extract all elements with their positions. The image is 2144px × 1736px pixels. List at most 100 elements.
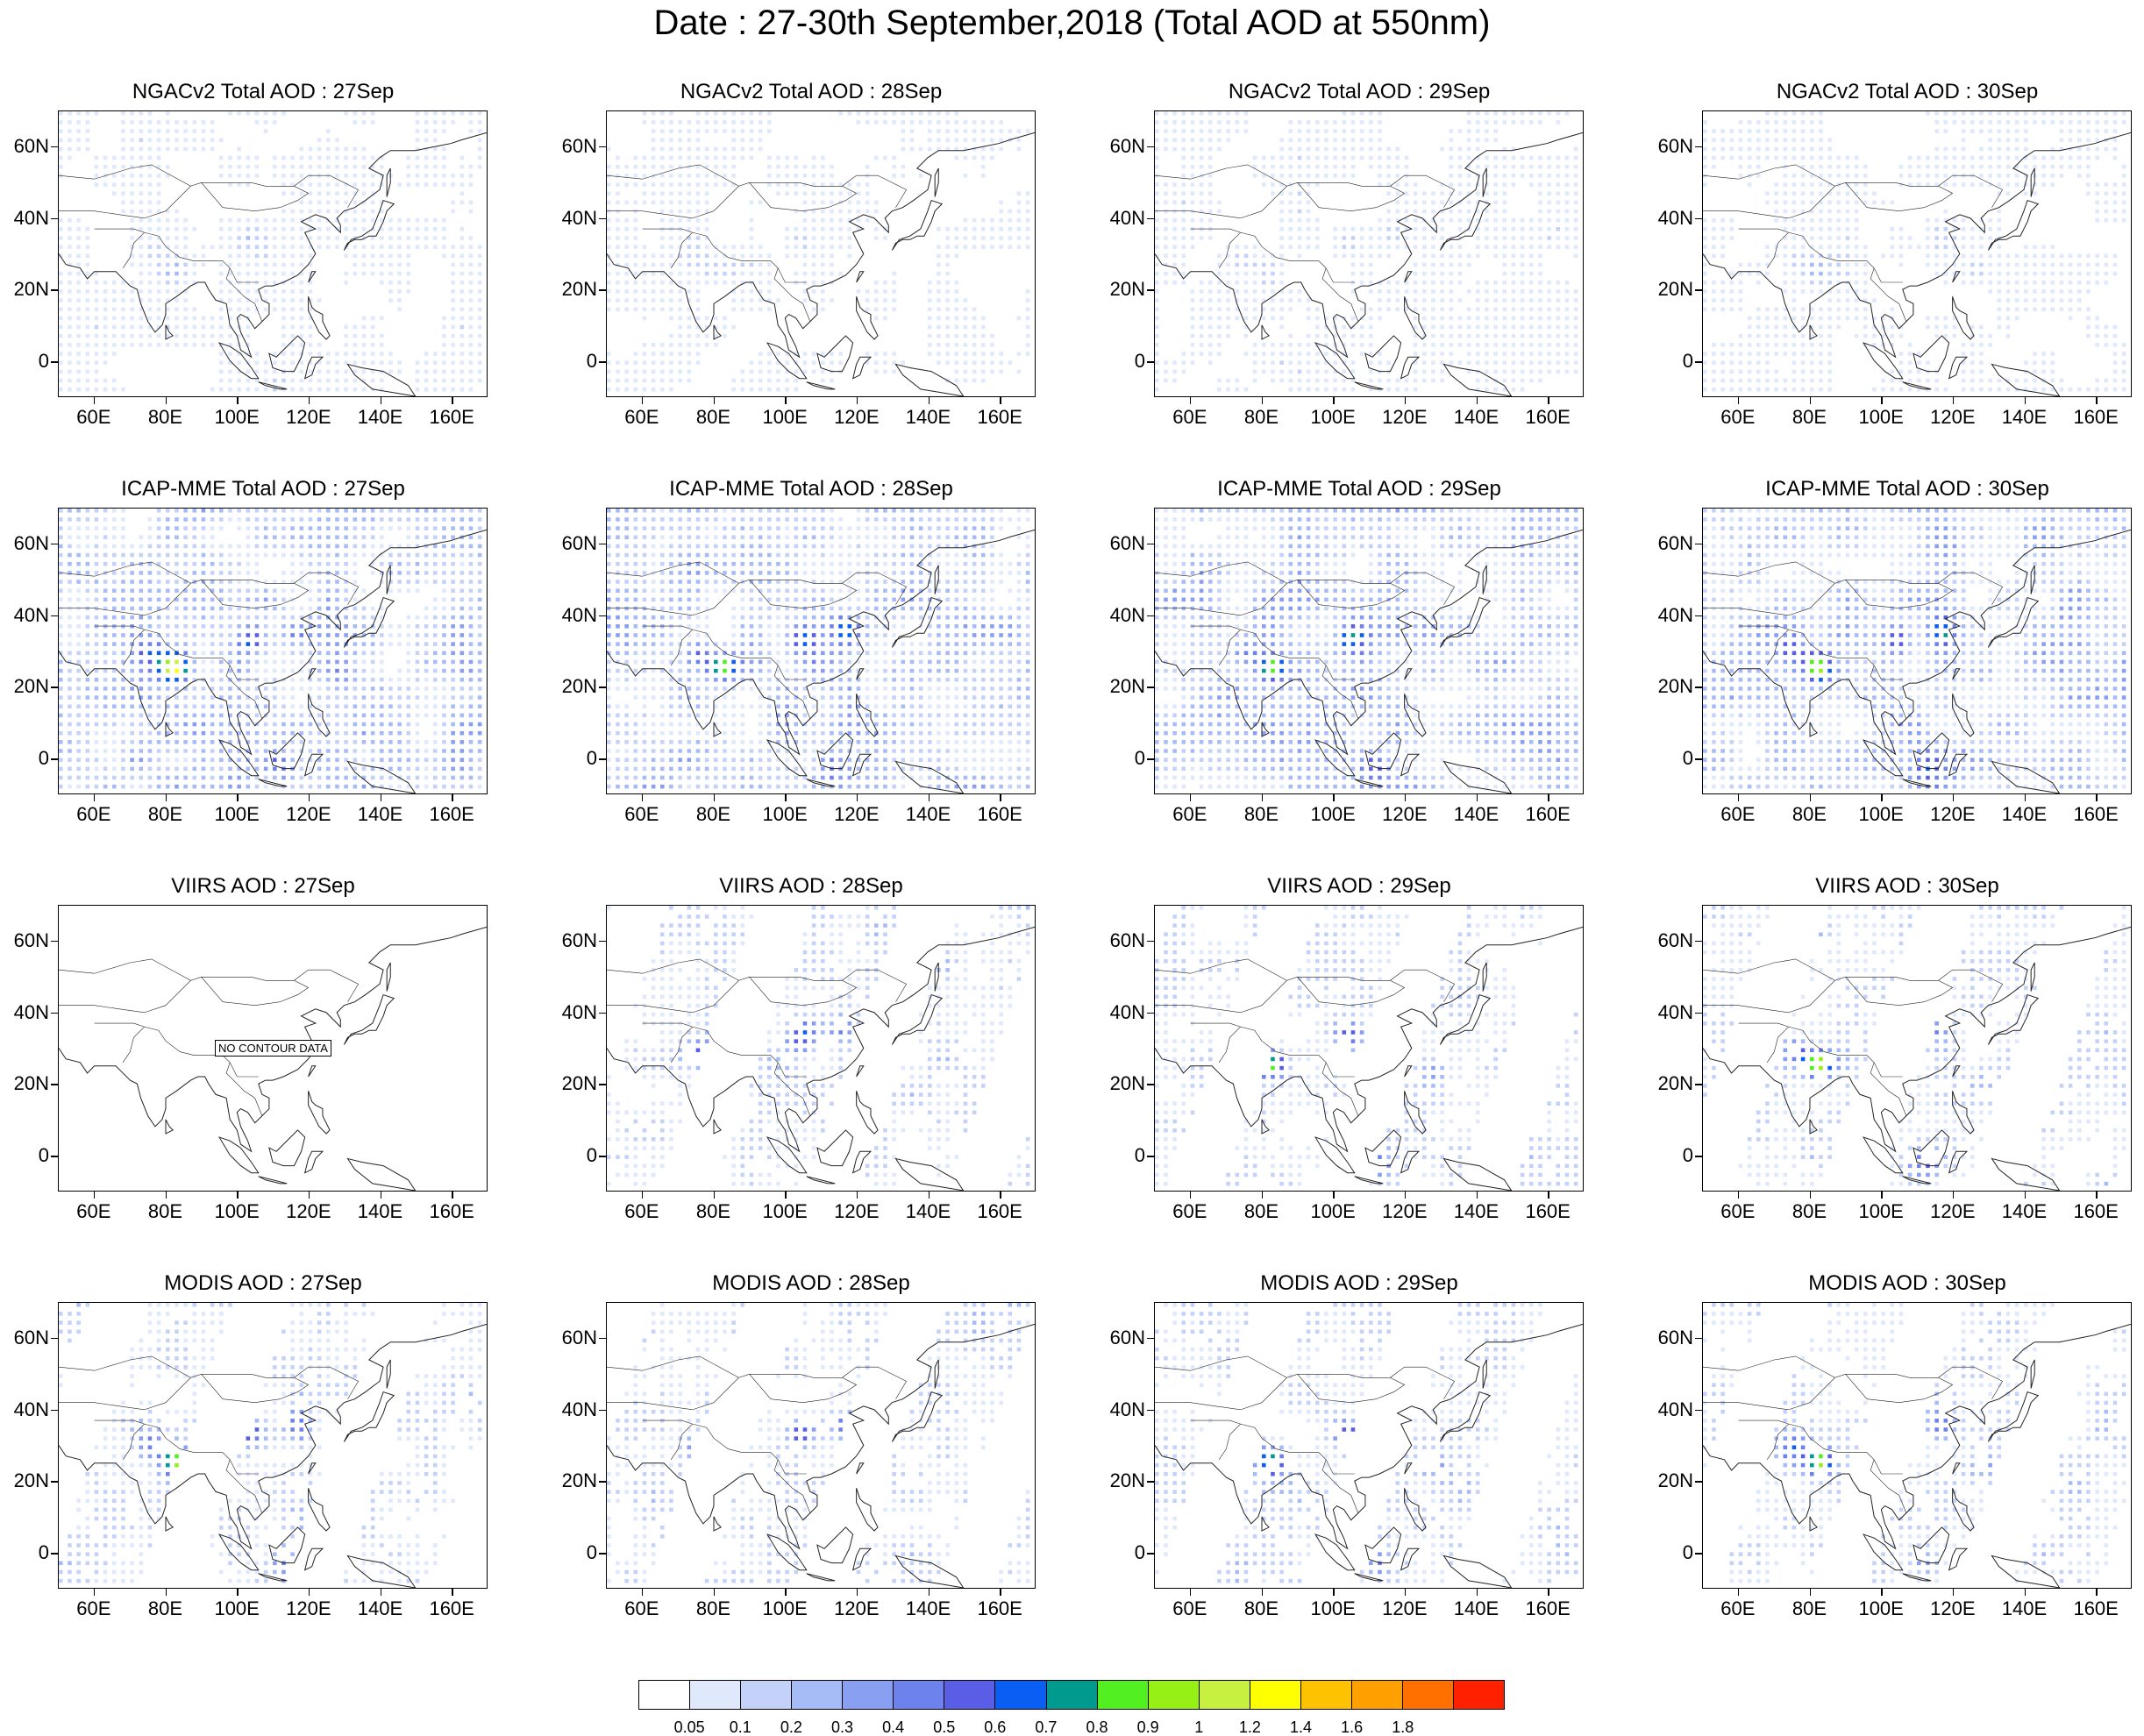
coastline bbox=[268, 732, 306, 770]
x-tick-label: 80E bbox=[147, 1597, 183, 1619]
panel-title: VIIRS AOD : 27Sep bbox=[171, 874, 355, 898]
colorbar-label: 0.3 bbox=[830, 1718, 853, 1736]
coastline bbox=[165, 1516, 175, 1532]
x-tick-label: 100E bbox=[1310, 1597, 1356, 1619]
x-tick-mark bbox=[165, 397, 167, 404]
x-tick-mark bbox=[2024, 397, 2026, 404]
aod-field bbox=[59, 926, 487, 1191]
coastline bbox=[1155, 174, 1456, 219]
x-tick-mark bbox=[237, 1589, 239, 1596]
coastline bbox=[386, 565, 391, 594]
y-tick-label: 40N bbox=[1109, 1398, 1145, 1420]
y-tick-mark bbox=[1147, 146, 1154, 148]
coastline bbox=[713, 324, 723, 340]
panel-title: VIIRS AOD : 28Sep bbox=[719, 874, 903, 898]
y-tick-mark bbox=[1147, 1337, 1154, 1340]
x-tick-label: 120E bbox=[1382, 406, 1428, 428]
coastline bbox=[217, 342, 260, 380]
aod-field bbox=[1703, 111, 2131, 396]
y-tick-mark bbox=[599, 1084, 606, 1085]
y-tick-label: 60N bbox=[1109, 134, 1145, 157]
y-tick-label: 60N bbox=[561, 531, 597, 554]
coastline bbox=[773, 267, 811, 322]
y-tick-mark bbox=[599, 543, 606, 545]
map-frame bbox=[1702, 905, 2132, 1192]
coastline bbox=[1439, 1391, 1492, 1442]
coastline bbox=[713, 1516, 723, 1532]
coastline bbox=[642, 1419, 807, 1475]
coastline bbox=[308, 271, 317, 283]
y-tick-mark bbox=[599, 289, 606, 291]
x-tick-label: 120E bbox=[286, 1200, 331, 1222]
y-tick-mark bbox=[51, 289, 58, 291]
map-panel: ICAP-MME Total AOD : 30Sep 60N 40N 20N 0 60E 8… bbox=[1644, 476, 2144, 853]
colorbar-label: 0.05 bbox=[673, 1718, 705, 1736]
map-frame bbox=[1702, 508, 2132, 794]
colorbar-swatch bbox=[741, 1681, 793, 1709]
x-tick-label: 80E bbox=[695, 1200, 731, 1222]
panel-title: MODIS AOD : 28Sep bbox=[712, 1271, 910, 1295]
x-tick-mark bbox=[1809, 794, 1811, 801]
x-tick-mark bbox=[1737, 397, 1740, 404]
coastline bbox=[258, 1176, 288, 1185]
x-tick-label: 160E bbox=[1525, 406, 1571, 428]
y-tick-mark bbox=[1147, 217, 1154, 220]
x-tick-label: 140E bbox=[2001, 406, 2048, 428]
coastline bbox=[1862, 1533, 1904, 1571]
panel-title: NGACv2 Total AOD : 28Sep bbox=[680, 80, 943, 103]
coastline bbox=[346, 1555, 417, 1588]
coastline bbox=[201, 977, 310, 1007]
x-tick-label: 160E bbox=[977, 803, 1022, 825]
coastline bbox=[201, 182, 310, 212]
coastline bbox=[1364, 1129, 1402, 1167]
y-tick-label: 0 bbox=[1134, 747, 1145, 770]
y-tick-label: 40N bbox=[1657, 206, 1693, 229]
y-tick-label: 20N bbox=[561, 278, 597, 301]
x-tick-mark bbox=[713, 794, 715, 801]
coastline bbox=[1364, 1526, 1402, 1564]
x-tick-mark bbox=[1952, 1192, 1955, 1199]
coastline bbox=[1738, 625, 1903, 680]
coastline bbox=[856, 1065, 865, 1078]
coastline bbox=[343, 199, 395, 251]
x-tick-label: 60E bbox=[624, 803, 659, 825]
y-tick-mark bbox=[1695, 361, 1702, 363]
coastline bbox=[851, 753, 873, 777]
coastline bbox=[1766, 1423, 1789, 1460]
x-tick-mark bbox=[1261, 794, 1263, 801]
coastline bbox=[303, 753, 324, 777]
coastline bbox=[258, 779, 288, 787]
coastline bbox=[713, 1119, 723, 1135]
coastline bbox=[122, 629, 145, 665]
x-tick-mark bbox=[1333, 397, 1335, 404]
aod-field bbox=[1703, 1303, 2131, 1588]
coastline bbox=[816, 1129, 854, 1167]
x-tick-label: 80E bbox=[147, 1200, 183, 1222]
x-tick-label: 140E bbox=[1453, 1200, 1499, 1222]
coastline bbox=[1400, 1547, 1421, 1571]
x-tick-mark bbox=[1881, 1192, 1883, 1199]
coastline bbox=[1987, 1391, 2040, 1442]
coastline bbox=[59, 1366, 360, 1411]
y-tick-mark bbox=[1695, 289, 1702, 291]
y-tick-mark bbox=[1147, 615, 1154, 617]
colorbar-label: 0.9 bbox=[1136, 1718, 1159, 1736]
x-tick-mark bbox=[713, 1589, 715, 1596]
coastline bbox=[201, 1374, 310, 1404]
x-tick-mark bbox=[785, 794, 787, 801]
coastline bbox=[1155, 561, 1287, 584]
coastline bbox=[607, 561, 739, 584]
colorbar-swatch bbox=[1148, 1681, 1200, 1709]
y-tick-mark bbox=[599, 1409, 606, 1412]
x-tick-mark bbox=[2096, 397, 2098, 404]
aod-field bbox=[1155, 1303, 1583, 1588]
coastline bbox=[1902, 1176, 1932, 1185]
coastline bbox=[1862, 1136, 1904, 1174]
x-tick-mark bbox=[785, 1589, 787, 1596]
coastline bbox=[1845, 580, 1954, 609]
x-tick-mark bbox=[165, 794, 167, 801]
y-tick-label: 0 bbox=[1682, 350, 1693, 373]
y-tick-mark bbox=[51, 615, 58, 617]
x-tick-mark bbox=[380, 1192, 381, 1199]
x-tick-mark bbox=[2024, 1192, 2026, 1199]
